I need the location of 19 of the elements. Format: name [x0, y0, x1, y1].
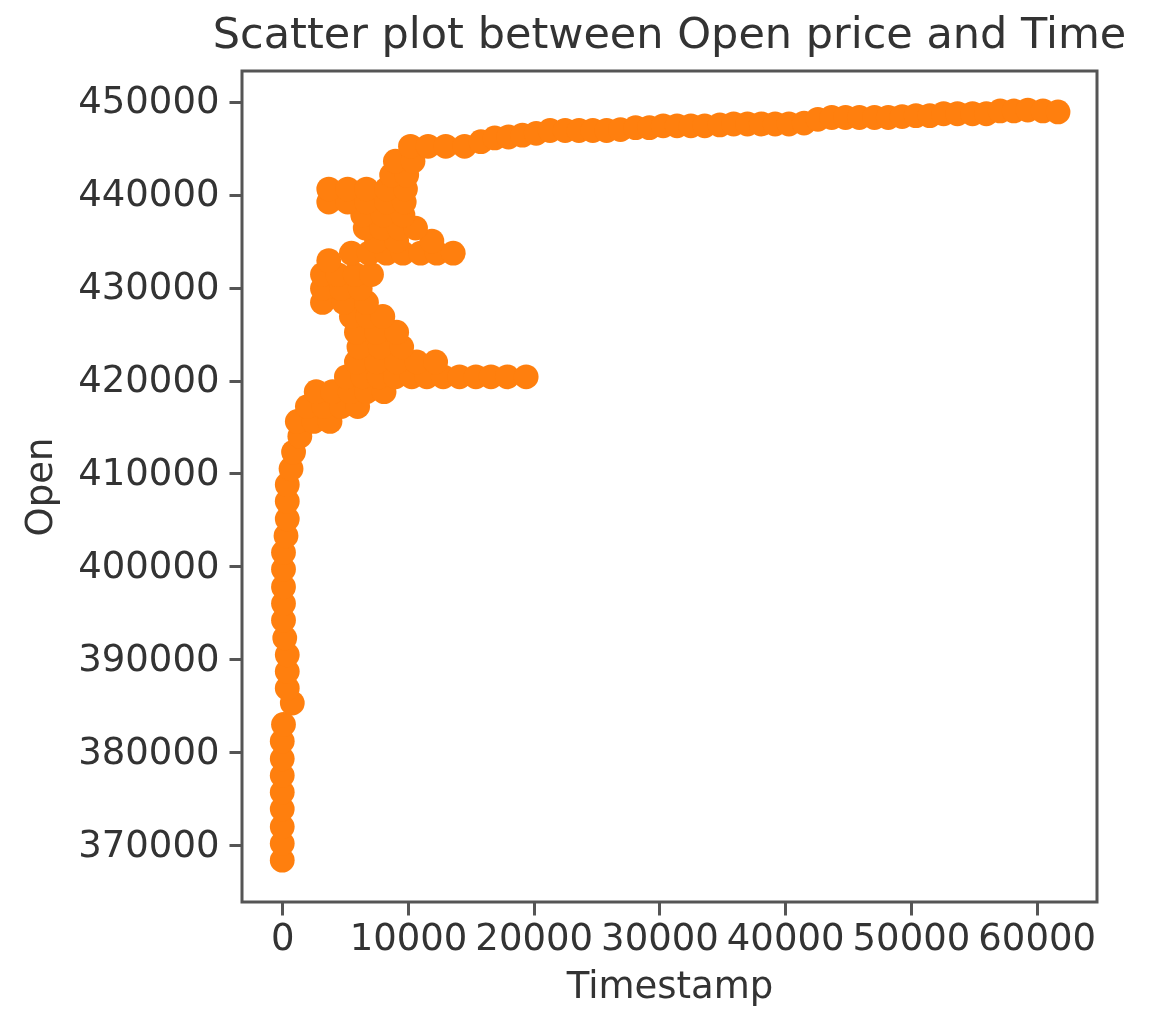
x-axis-title: Timestamp: [565, 963, 774, 1007]
y-tick-label: 370000: [78, 822, 220, 866]
x-tick-label: 50000: [852, 915, 971, 959]
y-tick-label: 410000: [78, 450, 220, 494]
y-tick-label: 380000: [78, 729, 220, 773]
y-tick-label: 430000: [78, 265, 220, 309]
x-tick-label: 30000: [601, 915, 719, 959]
chart-title: Scatter plot between Open price and Time: [212, 8, 1127, 58]
y-tick-label: 400000: [78, 543, 220, 587]
y-tick-label: 420000: [78, 358, 220, 402]
x-tick-label: 40000: [726, 915, 845, 959]
y-tick-label: 450000: [78, 79, 220, 123]
x-tick-label: 10000: [349, 915, 468, 959]
y-axis-title: Open: [18, 437, 62, 537]
x-tick-label: 0: [270, 915, 295, 959]
x-tick-label: 60000: [978, 915, 1096, 959]
y-tick-label: 440000: [78, 172, 220, 216]
y-tick-label: 390000: [78, 636, 220, 680]
x-tick-label: 20000: [475, 915, 594, 959]
